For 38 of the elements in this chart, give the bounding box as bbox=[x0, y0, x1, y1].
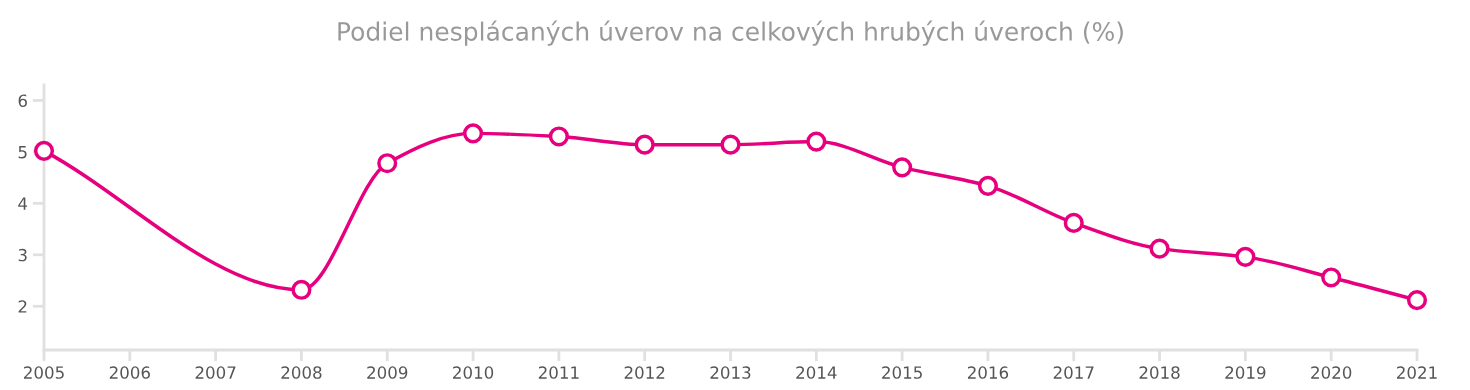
x-tick-label: 2005 bbox=[24, 366, 64, 379]
x-tick-label: 2008 bbox=[281, 366, 322, 379]
point bbox=[977, 175, 999, 196]
point bbox=[377, 153, 398, 174]
y-tick-label: 2 bbox=[18, 300, 27, 313]
x-tick-label: 2011 bbox=[538, 366, 579, 379]
x-tick-label: 2020 bbox=[1311, 366, 1352, 379]
x-tick-label: 2017 bbox=[1053, 366, 1094, 379]
x-tick-label: 2016 bbox=[967, 366, 1009, 379]
x-tick-label: 2007 bbox=[195, 366, 236, 379]
x-tick-label: 2013 bbox=[710, 366, 751, 379]
y-tick-label: 3 bbox=[18, 248, 27, 262]
x-tick-label: 2018 bbox=[1139, 366, 1180, 379]
x-tick-label: 2014 bbox=[796, 366, 837, 379]
y-tick-label: 6 bbox=[18, 94, 27, 108]
point bbox=[1149, 238, 1170, 259]
x-tick-label: 2019 bbox=[1225, 366, 1266, 379]
x-tick-label: 2015 bbox=[882, 366, 922, 379]
y-tick-label: 4 bbox=[18, 197, 28, 210]
point bbox=[1321, 267, 1342, 288]
point bbox=[462, 123, 484, 144]
point bbox=[806, 131, 827, 152]
point bbox=[1406, 290, 1428, 311]
point bbox=[548, 126, 569, 147]
point bbox=[291, 279, 312, 300]
point bbox=[33, 140, 55, 161]
point bbox=[634, 134, 655, 155]
x-tick-label: 2012 bbox=[624, 366, 665, 379]
x-tick-label: 2021 bbox=[1397, 366, 1437, 379]
x-tick-label: 2009 bbox=[367, 366, 408, 379]
point bbox=[1063, 212, 1084, 233]
point bbox=[892, 157, 913, 178]
point bbox=[1235, 246, 1256, 267]
x-tick-label: 2006 bbox=[109, 366, 150, 379]
x-tick-label: 2010 bbox=[453, 366, 494, 379]
y-tick-label: 5 bbox=[18, 146, 27, 159]
chart-title: Podiel nesplácaných úverov na celkových hrubých úveroch (%) bbox=[338, 20, 1123, 46]
point bbox=[720, 134, 741, 155]
